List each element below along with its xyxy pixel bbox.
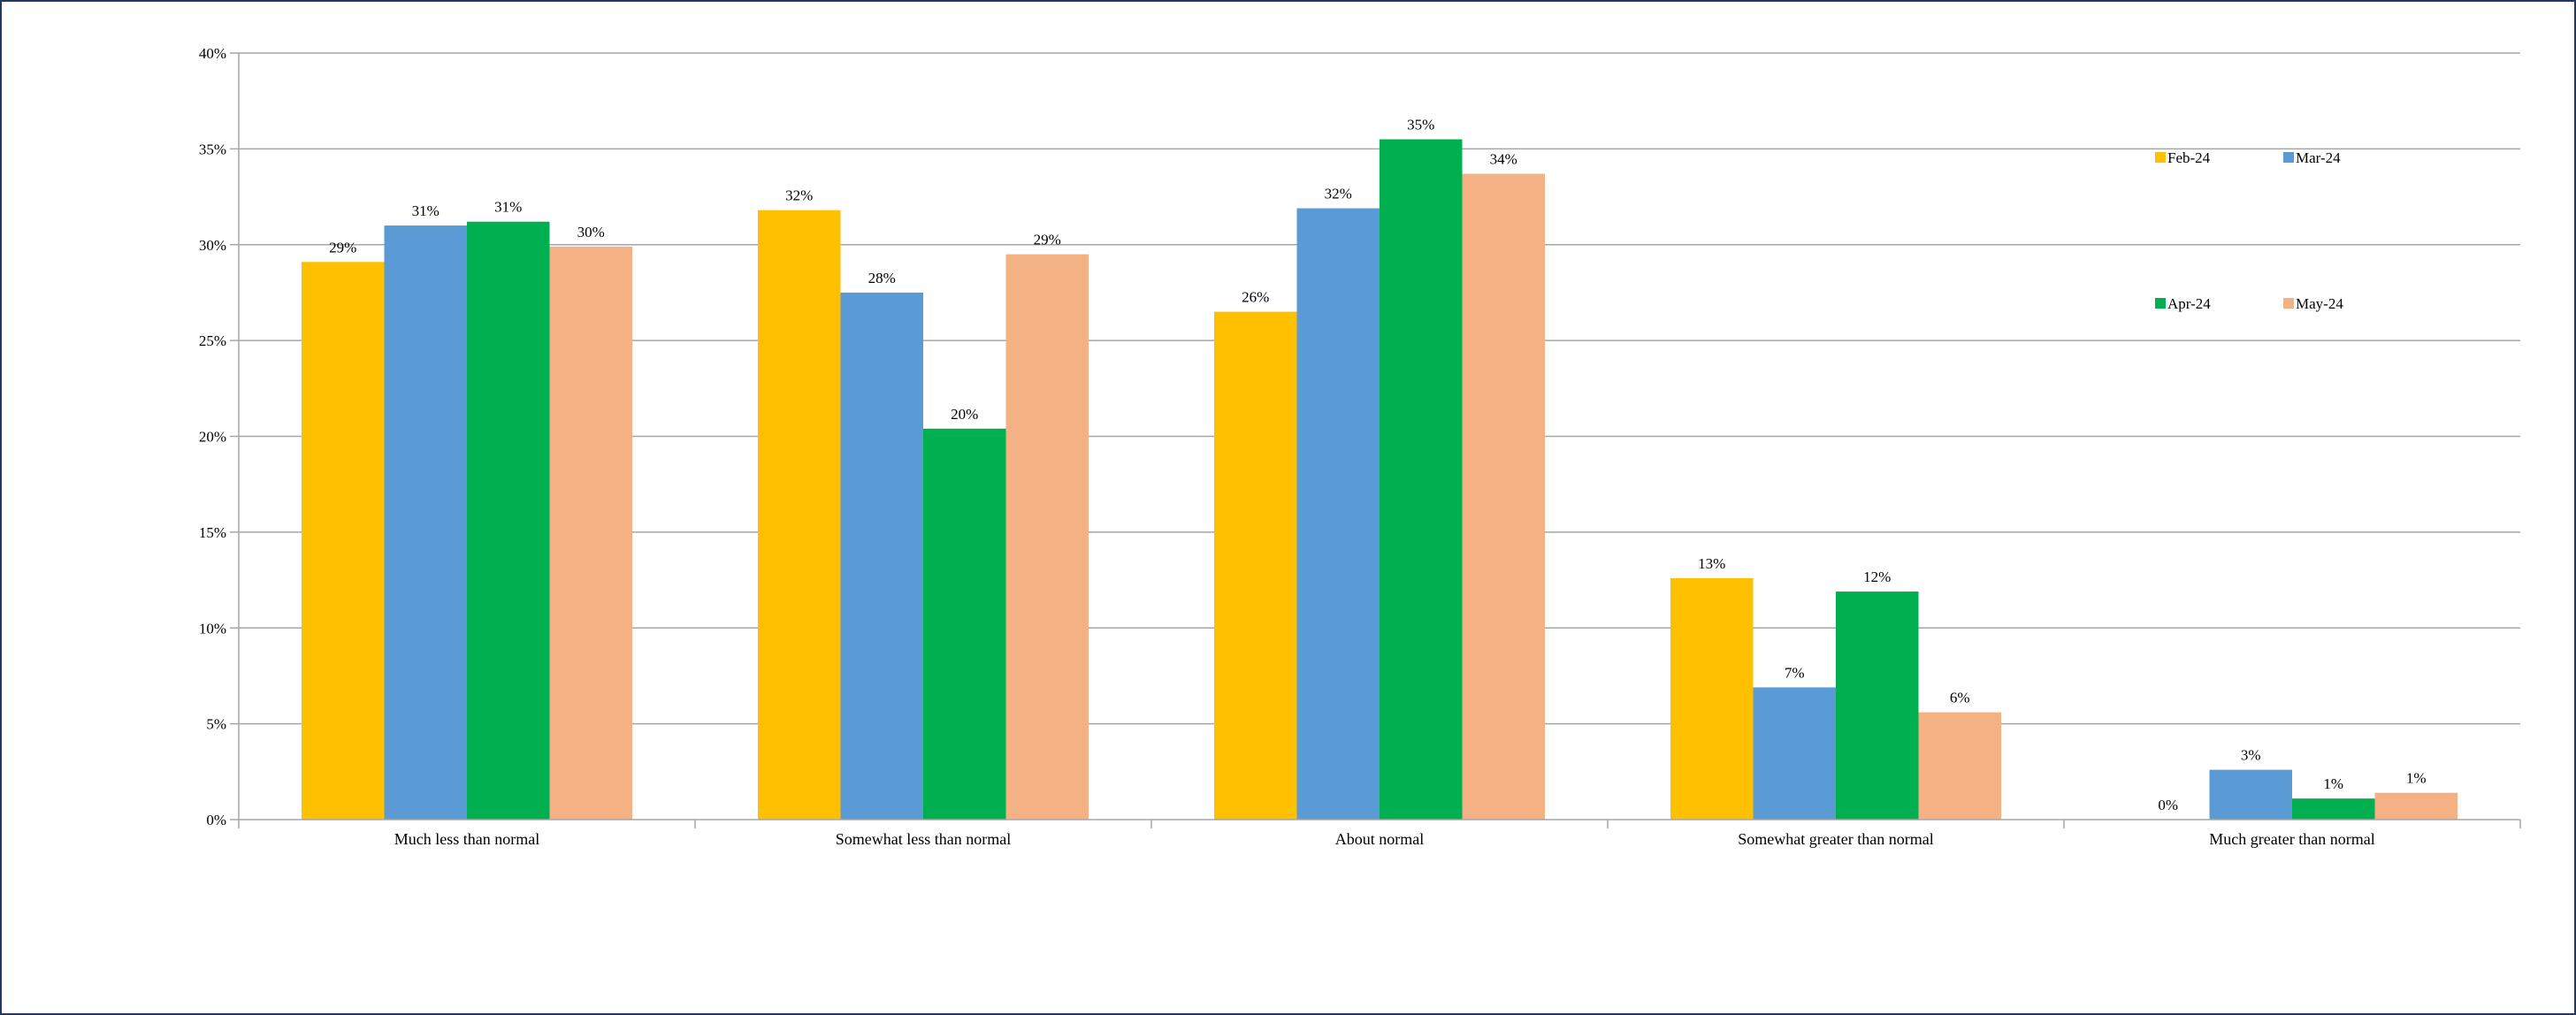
bar-feb-24 [1670,577,1754,820]
y-tick-label: 35% [199,141,226,157]
data-label: 1% [2406,770,2427,787]
legend-label: May-24 [2296,295,2343,312]
bar-may-24 [1462,173,1545,820]
data-label: 6% [1950,690,1970,706]
data-label: 7% [1785,664,1805,681]
bar-mar-24 [2209,769,2292,820]
data-label: 29% [329,239,356,256]
data-label: 3% [2241,747,2261,764]
bar-mar-24 [384,225,467,820]
legend-swatch [2283,152,2294,163]
data-label: 1% [2323,775,2343,792]
y-tick-label: 30% [199,237,226,254]
bar-may-24 [2374,792,2458,820]
bar-feb-24 [1214,311,1297,820]
bar-mar-24 [840,292,923,820]
data-labels: 29% 31% 31% 30% 32% 28% 20% 29% 26% 32% 35% 34% 13% 7… [329,117,2426,813]
data-label: 20% [951,406,978,423]
bar-may-24 [1918,712,2001,820]
x-category-label: Much greater than normal [2209,830,2374,848]
y-tick-label: 40% [199,45,226,62]
x-axis-category-labels: Much less than normal Somewhat less than … [394,830,2375,848]
x-category-label: Somewhat greater than normal [1738,830,1933,848]
bar-feb-24 [758,210,841,820]
data-label: 26% [1242,289,1269,306]
legend-label: Apr-24 [2167,295,2211,312]
y-tick-label: 0% [206,812,226,828]
data-label: 34% [1490,151,1517,168]
y-tick-label: 20% [199,429,226,446]
y-tick-label: 25% [199,332,226,349]
data-label: 32% [785,187,813,204]
legend-swatch [2155,152,2166,163]
x-category-label: About normal [1335,830,1425,848]
data-label: 31% [494,199,522,216]
x-category-label: Much less than normal [394,830,539,848]
legend-swatch [2155,298,2166,309]
data-label: 32% [1325,186,1352,202]
bar-mar-24 [1753,687,1836,820]
data-label: 12% [1863,569,1891,585]
bar-mar-24 [1296,208,1380,820]
bar-feb-24 [302,262,385,820]
bar-apr-24 [923,428,1006,820]
data-label: 31% [412,202,440,219]
bar-apr-24 [1836,591,1919,820]
bar-apr-24 [2292,798,2375,820]
data-label: 0% [2158,797,2178,813]
data-label: 29% [1034,232,1061,248]
legend: Feb-24 Mar-24 Apr-24 May-24 [2155,149,2343,312]
data-label: 13% [1698,555,1725,572]
bar-may-24 [549,246,632,820]
bars [302,139,2458,820]
y-tick-label: 10% [199,620,226,637]
legend-label: Mar-24 [2296,149,2341,166]
data-label: 35% [1407,117,1434,134]
bar-apr-24 [1380,139,1463,820]
y-axis-tick-labels: 0% 5% 10% 15% 20% 25% 30% 35% 40% [199,45,226,828]
legend-label: Feb-24 [2167,149,2211,166]
data-label: 30% [577,224,605,240]
data-label: 28% [868,270,896,286]
x-category-label: Somewhat less than normal [836,830,1011,848]
y-tick-label: 15% [199,524,226,541]
axes [230,52,2521,828]
bar-apr-24 [467,221,550,820]
legend-swatch [2283,298,2294,309]
bar-may-24 [1005,254,1089,820]
y-tick-label: 5% [206,716,226,733]
